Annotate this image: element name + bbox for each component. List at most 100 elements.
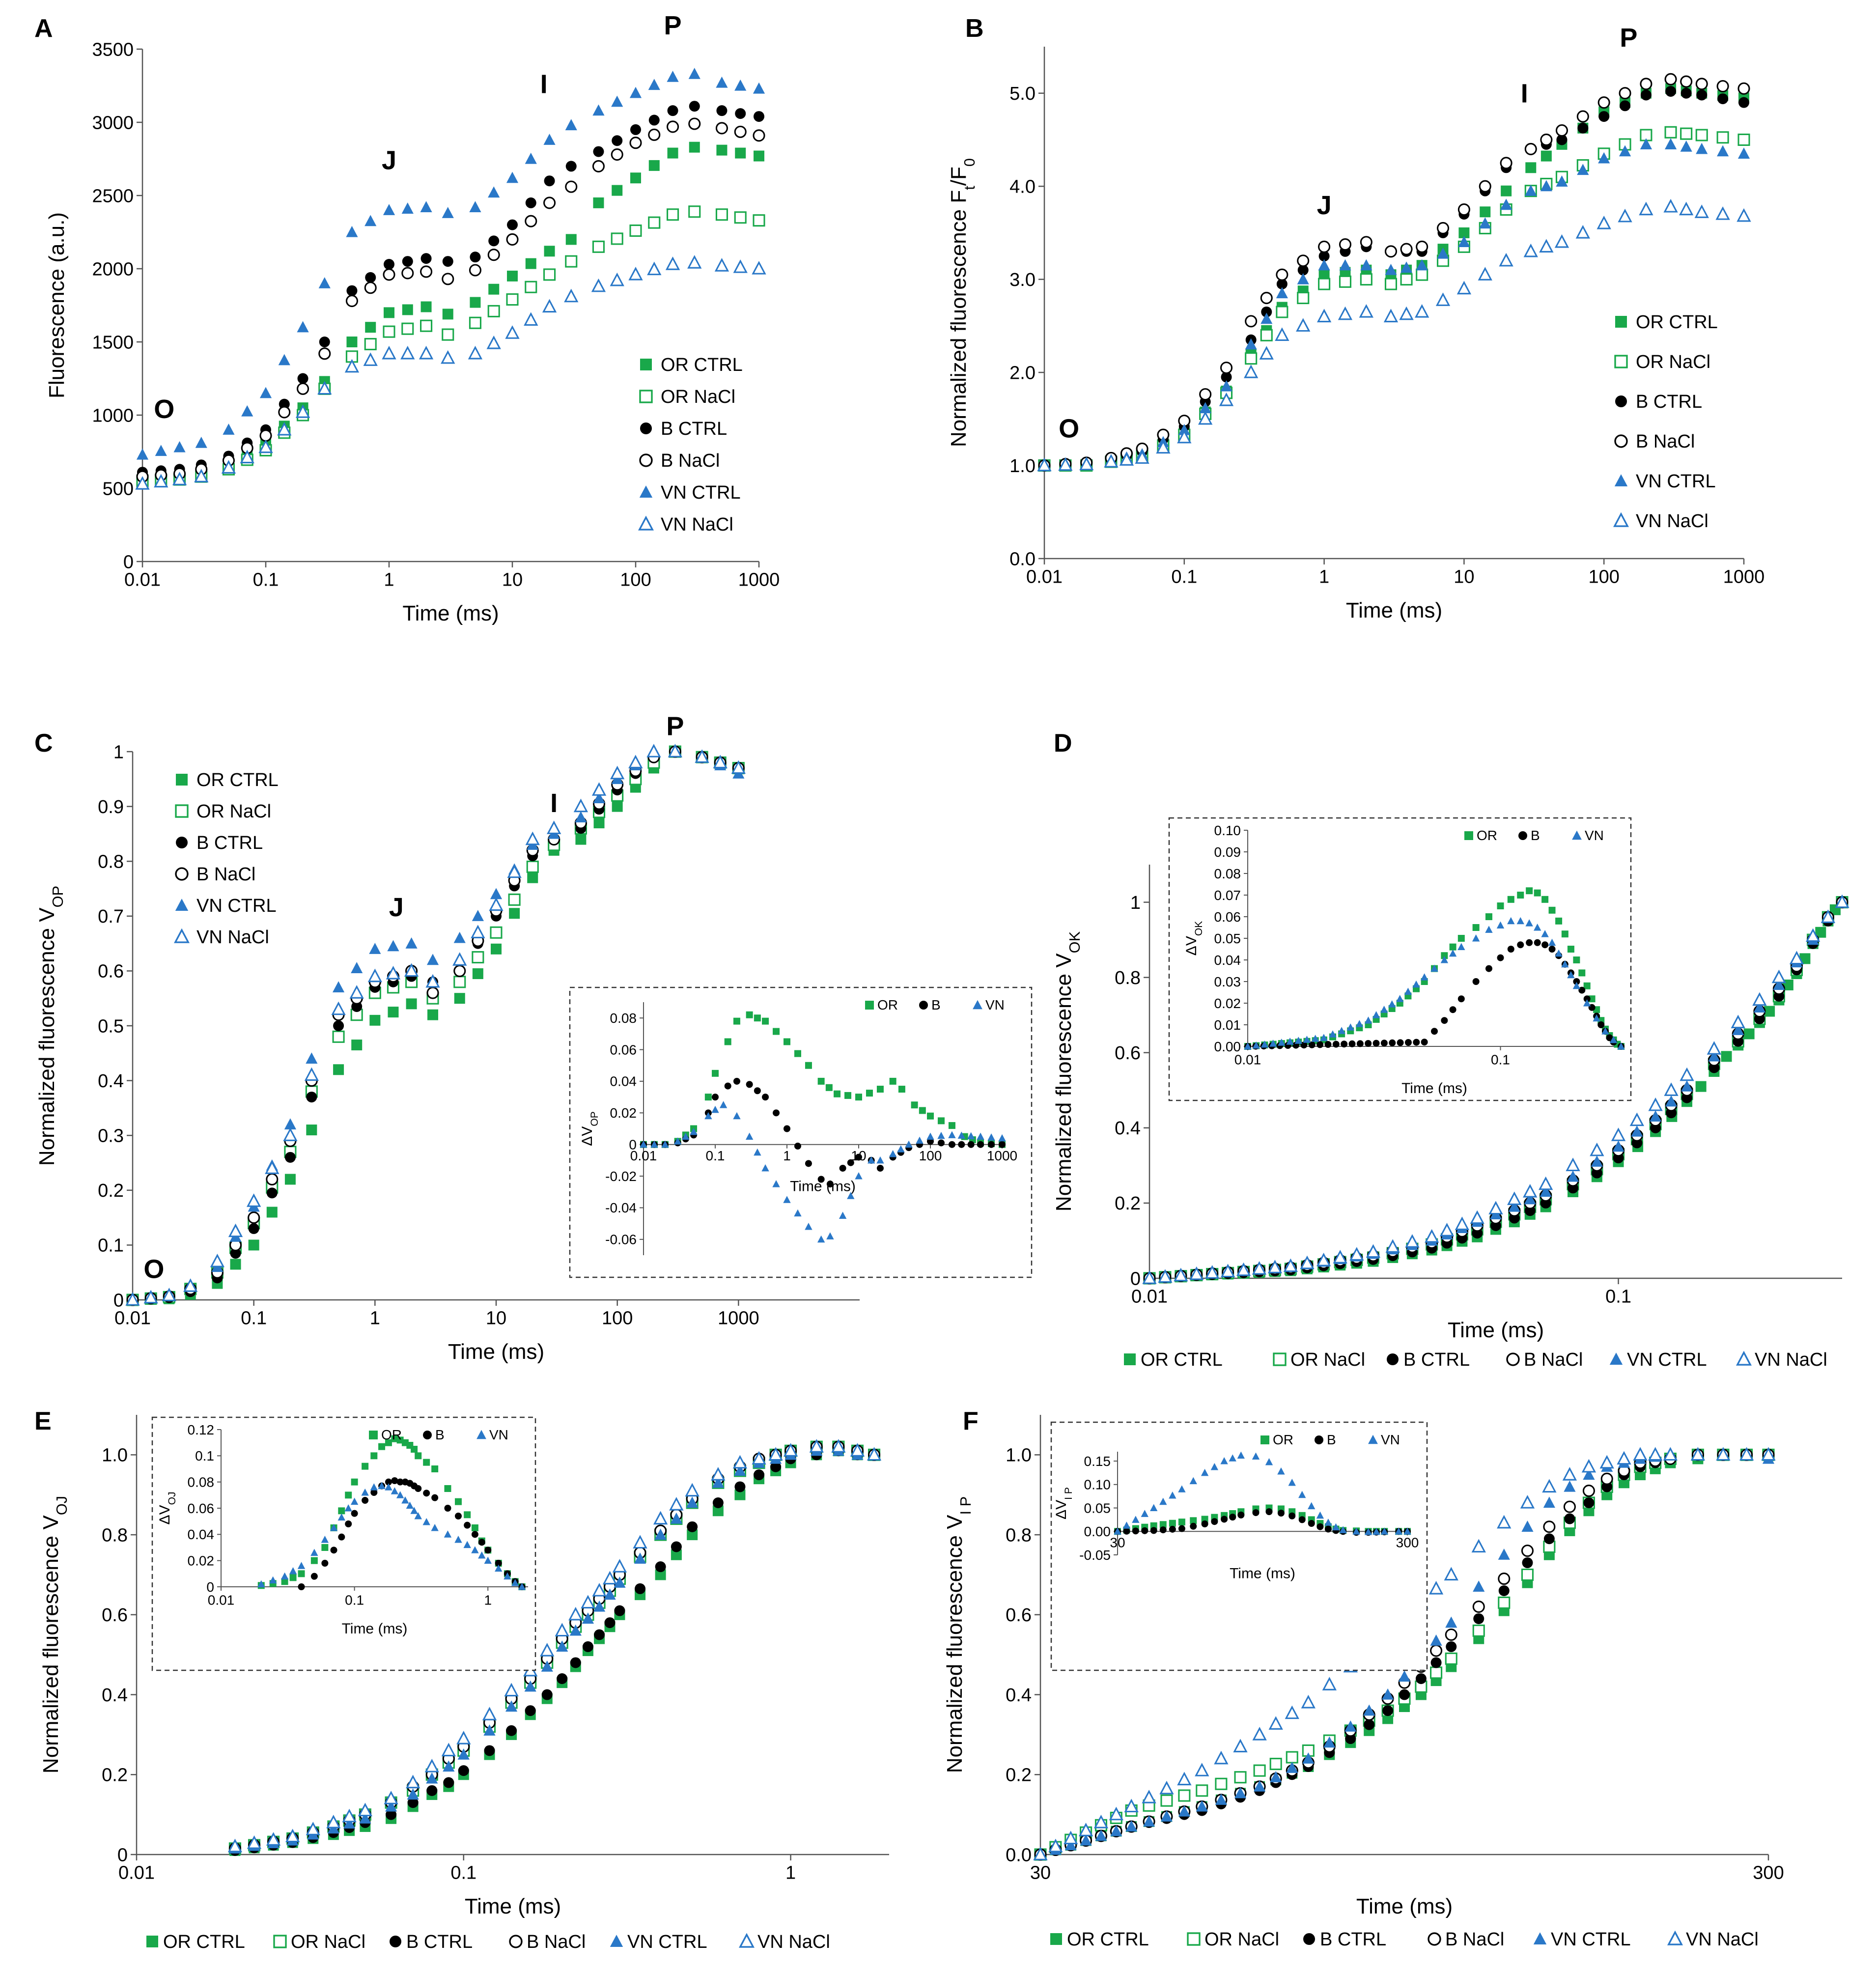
y-tick-label: 0.0	[1009, 549, 1036, 569]
data-point	[1236, 1262, 1251, 1276]
data-point	[1524, 142, 1537, 155]
data-point	[362, 1497, 369, 1504]
legend-marker	[1187, 1932, 1201, 1946]
data-point	[488, 235, 500, 247]
data-point	[344, 359, 360, 373]
data-point	[364, 338, 377, 351]
data-point	[407, 1788, 419, 1800]
data-point	[1421, 1039, 1428, 1046]
data-point	[346, 225, 358, 237]
data-point	[752, 261, 766, 275]
x-tick-label: 1000	[987, 1148, 1017, 1163]
data-point	[1631, 1125, 1643, 1137]
y-tick-label: -0.02	[605, 1169, 637, 1184]
data-point	[754, 1148, 761, 1156]
data-point	[385, 1439, 392, 1446]
data-point	[1507, 1191, 1522, 1205]
data-point	[704, 1094, 712, 1101]
data-point	[593, 146, 604, 157]
data-point	[346, 337, 358, 347]
data-point	[425, 974, 440, 988]
data-point	[1316, 1523, 1324, 1530]
data-point	[1372, 1011, 1380, 1018]
data-point	[555, 1623, 569, 1637]
data-point	[592, 1583, 607, 1597]
data-point	[284, 1118, 297, 1129]
data-point	[1541, 941, 1549, 949]
data-point	[745, 1132, 754, 1140]
data-point	[1174, 1267, 1188, 1282]
legend-label: OR CTRL	[1067, 1929, 1149, 1950]
x-tick-label: 1	[370, 1308, 380, 1328]
y-tick-label: 1500	[92, 332, 134, 353]
data-point	[386, 1809, 397, 1820]
y-tick-label: 0.15	[1084, 1454, 1111, 1469]
data-point	[359, 1812, 371, 1824]
y-tick-label: 0.2	[1006, 1765, 1032, 1786]
data-point	[1363, 1704, 1375, 1716]
legend-marker	[1613, 512, 1629, 527]
data-point	[1590, 1142, 1604, 1156]
data-point	[977, 1141, 984, 1148]
data-point	[1210, 1463, 1219, 1470]
data-point	[937, 1139, 945, 1147]
data-point	[471, 925, 485, 938]
data-point	[135, 476, 150, 490]
y-tick-label: 0.6	[1115, 1043, 1141, 1064]
data-point	[1276, 306, 1288, 318]
data-point	[1497, 954, 1504, 961]
data-point	[805, 1160, 812, 1167]
data-point	[593, 1600, 606, 1612]
legend-label: B CTRL	[661, 419, 727, 439]
inset-y-title: ΔVI P	[1053, 1487, 1074, 1519]
data-point	[401, 267, 414, 280]
data-point	[1189, 1477, 1197, 1485]
data-point	[488, 186, 500, 198]
data-point	[426, 1772, 438, 1784]
data-point	[391, 1435, 398, 1442]
data-point	[1254, 1780, 1266, 1792]
data-point	[794, 1142, 801, 1150]
x-tick-label: 30	[1110, 1535, 1125, 1550]
x-tick-label: 0.1	[241, 1308, 267, 1328]
y-tick-label: 0	[1130, 1268, 1141, 1289]
data-point	[817, 1077, 825, 1085]
data-point	[1301, 1694, 1316, 1709]
data-point	[383, 204, 395, 215]
legend-marker	[1667, 1930, 1683, 1945]
data-point	[258, 439, 273, 453]
data-point	[227, 1838, 243, 1853]
data-point	[1583, 1468, 1595, 1480]
legend-label: B NaCl	[527, 1932, 586, 1952]
data-point	[1159, 1526, 1167, 1534]
data-point	[470, 252, 481, 263]
y-tick-label: 2.0	[1009, 363, 1036, 383]
data-point	[629, 137, 642, 149]
data-point	[426, 1785, 438, 1796]
data-point	[1078, 1823, 1093, 1836]
data-point	[1380, 1006, 1388, 1013]
data-point	[1479, 217, 1491, 229]
data-point	[1665, 85, 1677, 97]
data-point	[715, 208, 728, 221]
data-point	[1598, 152, 1610, 164]
y-tick-label: 0.9	[98, 797, 124, 817]
data-point	[565, 255, 578, 268]
data-point	[391, 1487, 399, 1494]
data-point	[402, 304, 413, 315]
data-point	[573, 798, 588, 813]
data-point	[1583, 1497, 1595, 1508]
legend-label: B NaCl	[196, 864, 255, 885]
y-tick-label: 0.6	[102, 1605, 128, 1626]
legend-marker	[1273, 1352, 1287, 1366]
y-tick-label: 0.2	[102, 1765, 128, 1786]
data-point	[1578, 986, 1586, 994]
x-tick-label: 0.1	[345, 1592, 364, 1607]
data-point	[1425, 1229, 1439, 1243]
data-point	[543, 197, 556, 209]
data-point	[426, 954, 439, 965]
y-tick-label: 0.12	[188, 1422, 215, 1437]
data-point	[388, 1007, 399, 1018]
panel-c: C00.10.20.30.40.50.60.70.80.910.01 0.1 1 10…	[34, 712, 1033, 1364]
data-point	[304, 1067, 319, 1081]
